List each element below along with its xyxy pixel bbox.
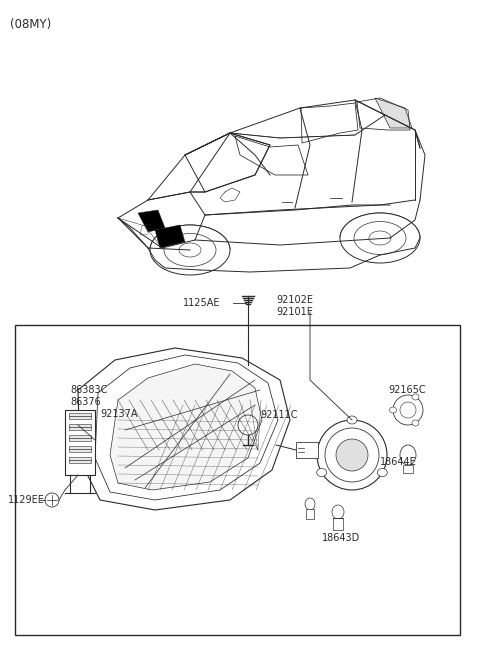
Bar: [69, 413, 91, 419]
Circle shape: [238, 415, 258, 435]
Polygon shape: [375, 98, 412, 128]
Text: 18644E: 18644E: [380, 457, 417, 467]
Text: 92101E: 92101E: [276, 307, 313, 317]
Bar: [69, 424, 91, 430]
Ellipse shape: [412, 420, 419, 426]
Ellipse shape: [332, 505, 344, 519]
Bar: [403, 465, 413, 473]
Bar: [306, 509, 314, 519]
Text: 86383C: 86383C: [70, 385, 108, 395]
Circle shape: [325, 428, 379, 482]
Text: 92165C: 92165C: [388, 385, 426, 395]
Text: 92137A: 92137A: [100, 409, 137, 419]
Ellipse shape: [389, 407, 396, 413]
Ellipse shape: [340, 213, 420, 263]
Bar: [69, 457, 91, 463]
Ellipse shape: [354, 222, 406, 255]
Bar: [69, 446, 91, 452]
Ellipse shape: [305, 498, 315, 510]
Bar: [15, 325, 460, 635]
Bar: [333, 518, 343, 530]
Polygon shape: [155, 225, 185, 248]
Ellipse shape: [369, 231, 391, 245]
Text: 86376: 86376: [70, 397, 101, 407]
Ellipse shape: [179, 243, 201, 257]
Text: 92111C: 92111C: [260, 410, 298, 420]
Circle shape: [336, 439, 368, 471]
Bar: [69, 435, 91, 441]
Ellipse shape: [400, 445, 416, 465]
Text: 1129EE: 1129EE: [8, 495, 45, 505]
Bar: [296, 442, 318, 458]
Circle shape: [400, 402, 416, 418]
Polygon shape: [78, 348, 290, 510]
Text: (08MY): (08MY): [10, 18, 51, 31]
Bar: [65, 410, 95, 475]
Ellipse shape: [412, 394, 419, 400]
Circle shape: [393, 395, 423, 425]
Ellipse shape: [317, 468, 327, 476]
Ellipse shape: [164, 234, 216, 266]
Polygon shape: [138, 210, 165, 232]
Polygon shape: [95, 355, 278, 500]
Circle shape: [317, 420, 387, 490]
Text: 92102E: 92102E: [276, 295, 313, 305]
Ellipse shape: [347, 416, 357, 424]
Ellipse shape: [377, 468, 387, 476]
Polygon shape: [110, 364, 262, 490]
Circle shape: [45, 493, 59, 507]
Ellipse shape: [150, 225, 230, 275]
Text: 18643D: 18643D: [322, 533, 360, 543]
Text: 1125AE: 1125AE: [183, 298, 220, 308]
